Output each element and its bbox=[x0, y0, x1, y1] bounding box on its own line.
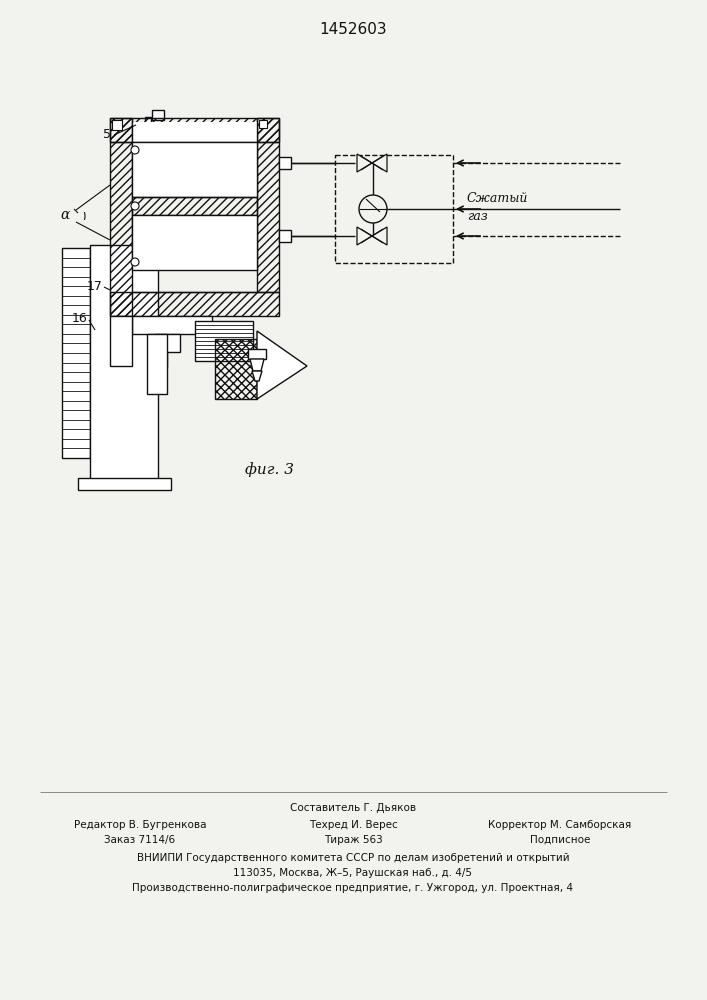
Text: Производственно-полиграфическое предприятие, г. Ужгород, ул. Проектная, 4: Производственно-полиграфическое предприя… bbox=[132, 883, 573, 893]
Bar bbox=[155, 334, 180, 352]
Circle shape bbox=[131, 202, 139, 210]
Text: Заказ 7114/6: Заказ 7114/6 bbox=[105, 835, 175, 845]
Bar bbox=[152, 110, 164, 120]
Polygon shape bbox=[372, 227, 387, 245]
Text: α: α bbox=[60, 208, 70, 222]
Bar bbox=[132, 197, 257, 215]
Bar bbox=[155, 352, 167, 367]
Text: ВНИИПИ Государственного комитета СССР по делам изобретений и открытий: ВНИИПИ Государственного комитета СССР по… bbox=[136, 853, 569, 863]
Text: Подписное: Подписное bbox=[530, 835, 590, 845]
Bar bbox=[78, 478, 171, 490]
Text: Редактор В. Бугренкова: Редактор В. Бугренкова bbox=[74, 820, 206, 830]
Bar bbox=[62, 248, 90, 458]
Bar bbox=[215, 339, 257, 399]
Text: 1452603: 1452603 bbox=[319, 22, 387, 37]
Text: 113035, Москва, Ж–5, Раушская наб., д. 4/5: 113035, Москва, Ж–5, Раушская наб., д. 4… bbox=[233, 868, 472, 878]
Circle shape bbox=[359, 195, 387, 223]
Polygon shape bbox=[372, 154, 387, 172]
Bar bbox=[110, 316, 132, 366]
Bar bbox=[147, 334, 167, 394]
Bar bbox=[90, 245, 158, 480]
Text: Техред И. Верес: Техред И. Верес bbox=[309, 820, 397, 830]
Bar bbox=[110, 118, 279, 142]
Text: 5: 5 bbox=[103, 128, 111, 141]
Polygon shape bbox=[257, 331, 307, 399]
Circle shape bbox=[131, 146, 139, 154]
Bar bbox=[335, 155, 453, 263]
Circle shape bbox=[131, 258, 139, 266]
Bar bbox=[257, 118, 279, 292]
Bar bbox=[132, 122, 257, 142]
Polygon shape bbox=[252, 371, 262, 381]
Text: фиг. 3: фиг. 3 bbox=[245, 463, 295, 477]
Bar bbox=[112, 120, 122, 130]
Text: газ: газ bbox=[467, 211, 488, 224]
Text: Составитель Г. Дьяков: Составитель Г. Дьяков bbox=[290, 803, 416, 813]
Text: Сжатый: Сжатый bbox=[467, 192, 528, 206]
Bar bbox=[248, 349, 266, 359]
Bar bbox=[279, 230, 291, 242]
Text: Тираж 563: Тираж 563 bbox=[324, 835, 382, 845]
Text: 17: 17 bbox=[87, 280, 103, 294]
Bar bbox=[132, 215, 257, 270]
Bar bbox=[259, 120, 267, 128]
Bar bbox=[145, 117, 151, 125]
Bar bbox=[110, 292, 279, 316]
Bar bbox=[132, 316, 212, 334]
Text: Корректор М. Самборская: Корректор М. Самборская bbox=[489, 820, 631, 830]
Polygon shape bbox=[250, 359, 264, 371]
Bar bbox=[110, 118, 132, 316]
Text: 16: 16 bbox=[72, 312, 88, 324]
Bar bbox=[279, 157, 291, 169]
Polygon shape bbox=[357, 154, 372, 172]
Bar bbox=[132, 142, 257, 197]
Polygon shape bbox=[357, 227, 372, 245]
Bar bbox=[195, 321, 253, 361]
